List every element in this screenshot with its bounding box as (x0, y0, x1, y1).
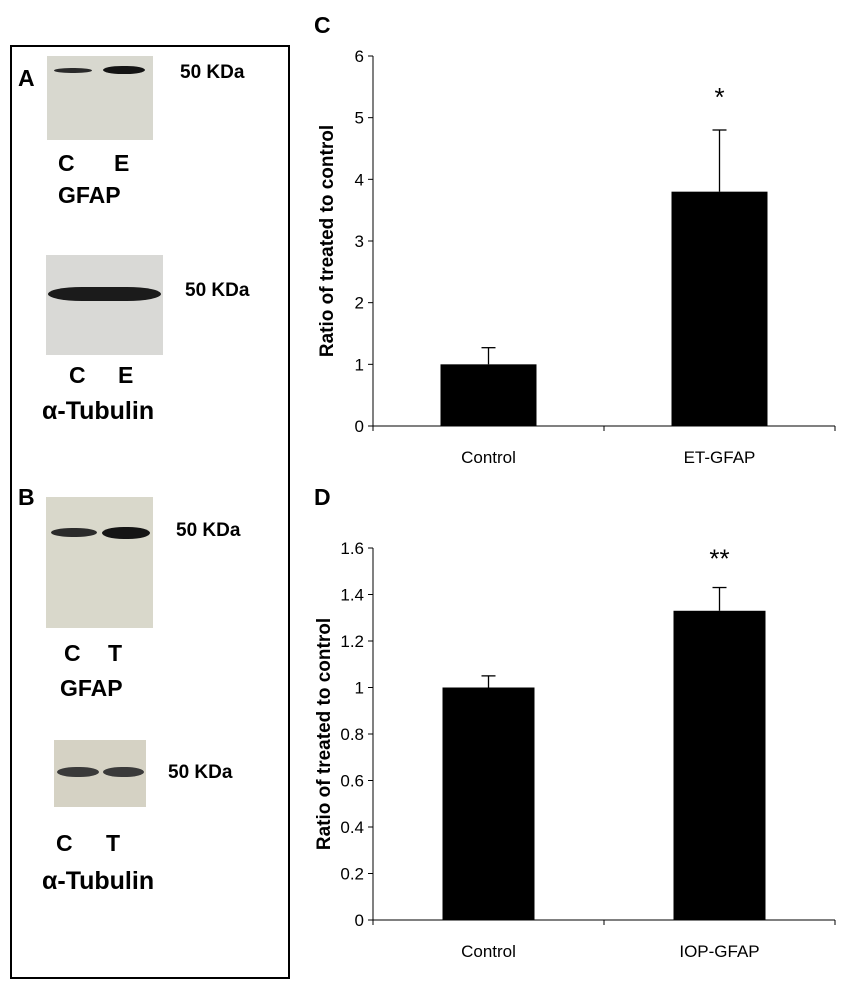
y-tick-label: 0.8 (340, 725, 364, 744)
marker-b-tubulin: 50 KDa (168, 762, 233, 783)
significance-marker: ** (709, 544, 729, 574)
marker-b-gfap: 50 KDa (176, 520, 241, 541)
y-tick-label: 1.4 (340, 586, 364, 605)
lane-a-tubulin-c: C (69, 362, 86, 388)
blot-b-gfap (46, 497, 153, 628)
y-tick-label: 1.2 (340, 632, 364, 651)
panel-label-b: B (18, 484, 35, 510)
y-tick-label: 4 (355, 170, 364, 189)
band-b-gfap-c (51, 528, 97, 537)
y-tick-label: 0.6 (340, 772, 364, 791)
lane-a-gfap-e: E (114, 150, 130, 176)
protein-a-tubulin: α-Tubulin (42, 397, 155, 425)
panel-label-a: A (18, 65, 35, 91)
lane-a-tubulin-e: E (118, 362, 134, 388)
y-tick-label: 6 (355, 47, 364, 66)
chart-d: 0 0.2 0.4 0.6 0.8 1 1.2 1.4 1.6 Control IOP-GFAP **… (314, 539, 836, 961)
protein-a-gfap: GFAP (58, 182, 121, 208)
y-tick-label: 3 (355, 232, 364, 251)
y-tick-label: 1.6 (340, 539, 364, 558)
y-tick-label: 2 (355, 294, 364, 313)
lane-b-tubulin-c: C (56, 830, 73, 856)
x-tick-label: Control (461, 448, 516, 467)
y-tick-label: 0 (355, 417, 364, 436)
bar-et-gfap (671, 191, 768, 426)
y-axis-label: Ratio of treated to control (314, 618, 335, 850)
y-tick-label: 1 (355, 679, 364, 698)
lane-b-tubulin-t: T (106, 830, 121, 856)
y-axis-label: Ratio of treated to control (317, 125, 338, 357)
x-tick-label: IOP-GFAP (679, 942, 759, 961)
y-tick-label: 1 (355, 355, 364, 374)
chart-c: 0 1 2 3 4 5 6 Control ET-GFAP * Ratio of treated t… (317, 47, 836, 467)
protein-b-gfap: GFAP (60, 675, 123, 701)
blot-b-tubulin (54, 740, 146, 807)
marker-a-gfap: 50 KDa (180, 62, 245, 83)
bar-control (440, 364, 537, 426)
blot-a-gfap (47, 56, 153, 140)
band-a-gfap-e (103, 66, 145, 74)
significance-marker: * (714, 82, 724, 112)
y-tick-label: 0.4 (340, 818, 364, 837)
x-tick-label: Control (461, 942, 516, 961)
band-a-gfap-c (54, 68, 92, 73)
band-a-tubulin (48, 287, 161, 301)
bar-control (442, 687, 535, 920)
protein-b-tubulin: α-Tubulin (42, 867, 155, 895)
y-tick-label: 0 (355, 911, 364, 930)
blot-a-tubulin (46, 255, 163, 355)
bar-iop-gfap (673, 610, 766, 920)
y-tick-label: 0.2 (340, 865, 364, 884)
band-b-tubulin-c (57, 767, 99, 777)
x-tick-label: ET-GFAP (684, 448, 756, 467)
marker-a-tubulin: 50 KDa (185, 280, 250, 301)
lane-b-gfap-c: C (64, 640, 81, 666)
lane-a-gfap-c: C (58, 150, 75, 176)
y-tick-label: 5 (355, 109, 364, 128)
panel-label-d: D (314, 484, 331, 510)
blot-panel-frame (10, 45, 290, 979)
band-b-gfap-t (102, 527, 150, 539)
lane-b-gfap-t: T (108, 640, 123, 666)
panel-label-c: C (314, 12, 331, 38)
band-b-tubulin-t (103, 767, 144, 777)
